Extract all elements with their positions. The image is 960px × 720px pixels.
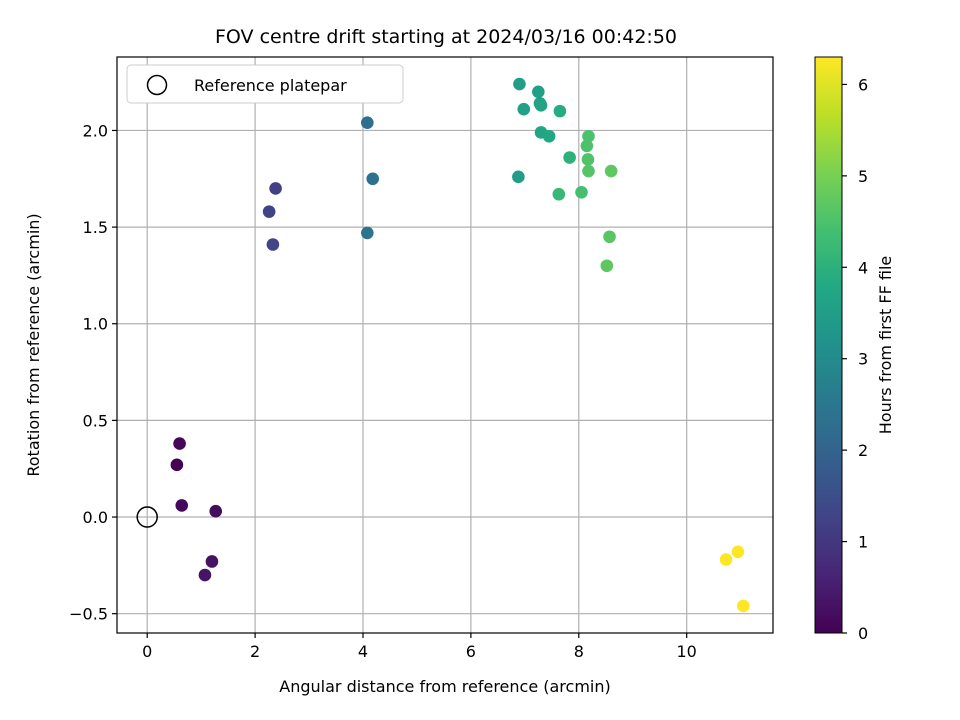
data-point bbox=[542, 129, 556, 143]
data-point bbox=[582, 164, 595, 178]
data-point bbox=[719, 553, 733, 566]
plot-frame bbox=[116, 56, 774, 634]
y-tick-label: 0.5 bbox=[83, 411, 108, 430]
colorbar-tick-label: 2 bbox=[858, 441, 868, 460]
x-tick-label: 0 bbox=[142, 642, 152, 661]
colorbar-label: Hours from first FF file bbox=[876, 256, 895, 435]
data-point bbox=[603, 230, 616, 244]
legend: Reference platepar bbox=[126, 64, 404, 104]
y-axis-ticks: −0.5 0.0 0.5 1.0 1.5 2.0 bbox=[69, 121, 117, 624]
data-point bbox=[563, 151, 576, 164]
colorbar: 0 1 2 3 4 5 6 Hours from first FF file bbox=[814, 56, 895, 643]
colorbar-tick-label: 6 bbox=[858, 75, 868, 94]
colorbar-tick-label: 1 bbox=[858, 533, 868, 552]
y-tick-label: 2.0 bbox=[83, 121, 108, 140]
data-point bbox=[580, 139, 594, 153]
data-point bbox=[209, 504, 223, 518]
data-point bbox=[553, 104, 567, 118]
colorbar-ticks: 0 1 2 3 4 5 6 bbox=[842, 75, 868, 643]
data-point bbox=[361, 226, 374, 240]
data-point bbox=[366, 172, 380, 186]
data-point bbox=[731, 545, 745, 559]
grid bbox=[117, 57, 773, 633]
x-tick-label: 10 bbox=[677, 642, 697, 661]
data-point bbox=[737, 599, 750, 613]
y-tick-label: 0.0 bbox=[83, 508, 108, 527]
colorbar-tick-label: 0 bbox=[858, 624, 868, 643]
legend-reference-marker bbox=[146, 74, 168, 96]
legend-label: Reference platepar bbox=[194, 76, 347, 95]
data-point bbox=[604, 164, 618, 178]
data-point bbox=[517, 102, 531, 116]
y-axis-label: Rotation from reference (arcmin) bbox=[24, 213, 43, 476]
data-point bbox=[205, 555, 219, 568]
colorbar-tick-label: 4 bbox=[858, 258, 868, 277]
data-point bbox=[513, 77, 526, 91]
data-point bbox=[532, 85, 545, 99]
data-point bbox=[600, 259, 614, 273]
data-point bbox=[552, 187, 566, 201]
data-point bbox=[170, 458, 184, 472]
data-point bbox=[512, 170, 525, 184]
data-point bbox=[173, 437, 186, 450]
data-point bbox=[575, 186, 588, 199]
data-points bbox=[136, 77, 750, 613]
reference-platepar-marker bbox=[136, 506, 158, 528]
legend-box bbox=[126, 64, 404, 104]
x-tick-label: 2 bbox=[250, 642, 260, 661]
data-point bbox=[269, 182, 282, 195]
data-point bbox=[534, 99, 548, 112]
data-point bbox=[581, 153, 595, 166]
data-point bbox=[361, 116, 374, 130]
x-axis-label: Angular distance from reference (arcmin) bbox=[279, 677, 610, 696]
data-point bbox=[582, 129, 595, 143]
data-point bbox=[262, 205, 276, 218]
y-tick-label: −0.5 bbox=[69, 605, 108, 624]
x-tick-label: 8 bbox=[574, 642, 584, 661]
data-point bbox=[266, 238, 280, 251]
colorbar-tick-label: 5 bbox=[858, 167, 868, 186]
chart-title: FOV centre drift starting at 2024/03/16 … bbox=[215, 26, 677, 48]
x-tick-label: 6 bbox=[466, 642, 476, 661]
x-tick-label: 4 bbox=[358, 642, 368, 661]
data-point bbox=[198, 568, 212, 582]
colorbar-tick-label: 3 bbox=[858, 350, 868, 369]
data-point bbox=[175, 499, 189, 512]
colorbar-gradient bbox=[814, 56, 843, 634]
y-tick-label: 1.0 bbox=[83, 315, 108, 334]
x-axis-ticks: 0 2 4 6 8 10 bbox=[142, 633, 697, 661]
y-tick-label: 1.5 bbox=[83, 218, 108, 237]
